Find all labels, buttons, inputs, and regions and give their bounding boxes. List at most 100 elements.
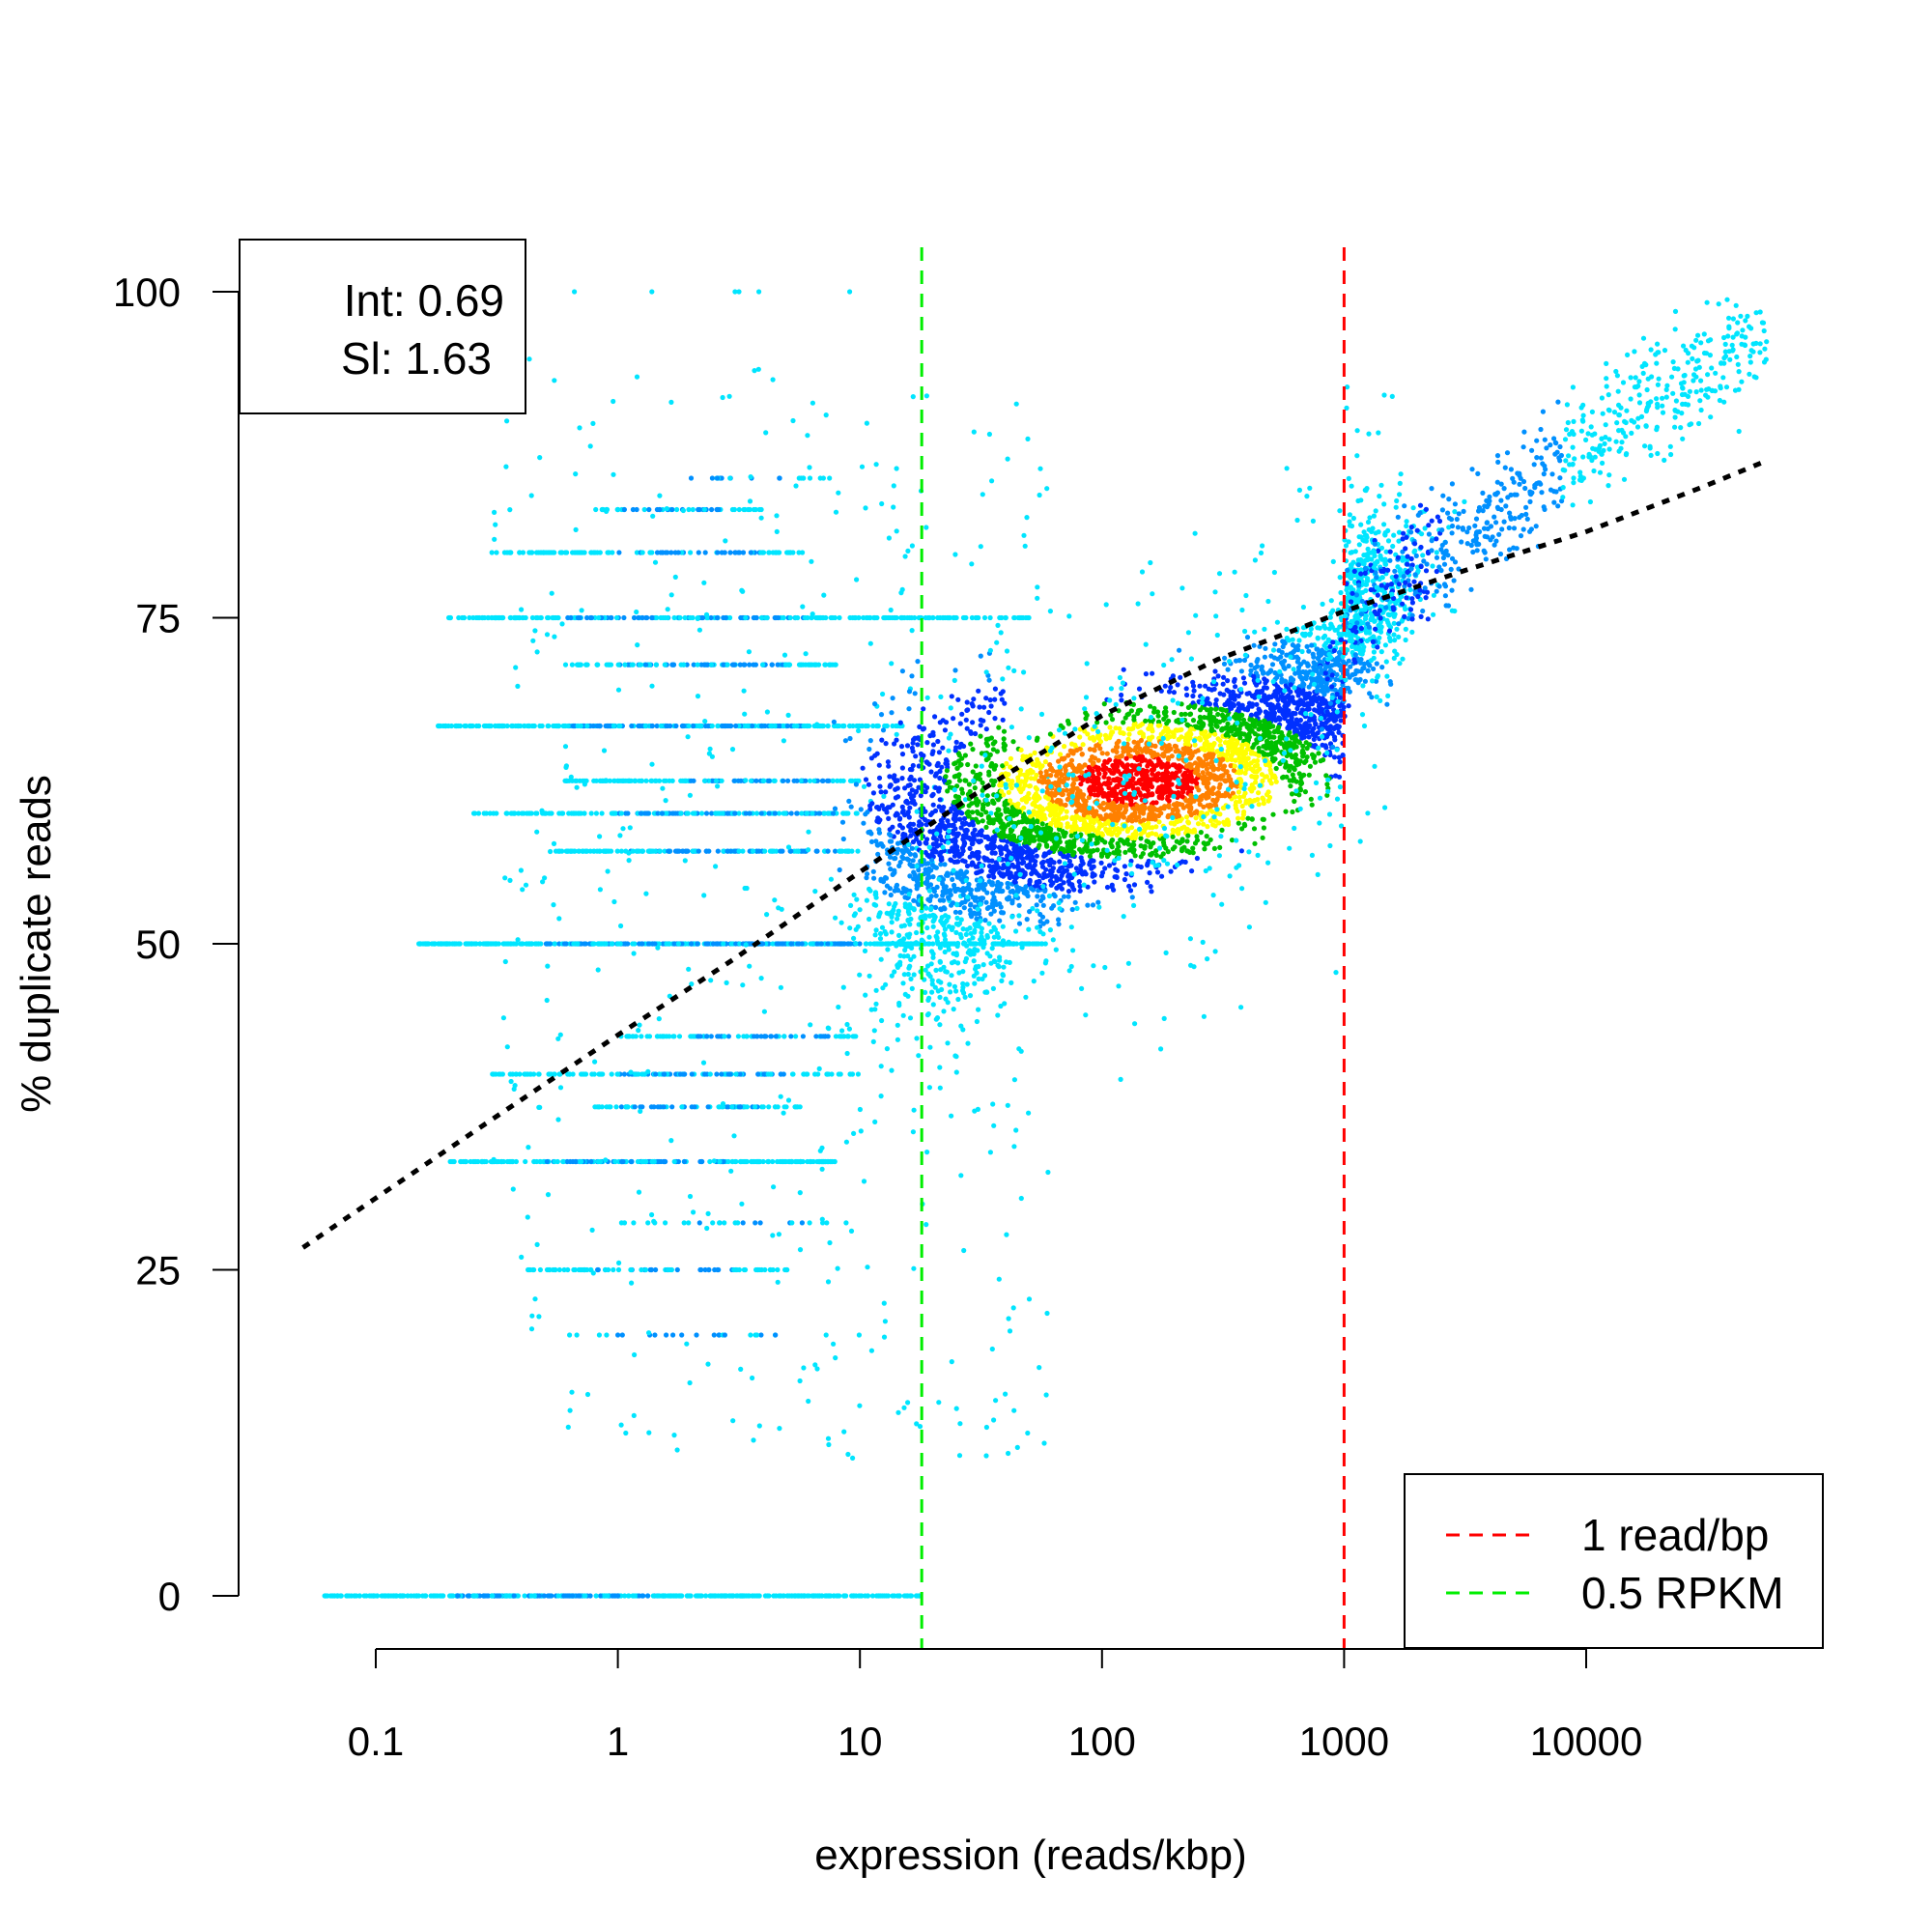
scatter-point bbox=[735, 1034, 742, 1039]
scatter-point bbox=[413, 1593, 419, 1599]
scatter-point bbox=[597, 887, 604, 893]
scatter-point bbox=[747, 498, 753, 504]
scatter-point bbox=[1005, 456, 1010, 462]
scatter-point bbox=[837, 614, 842, 621]
scatter-point bbox=[710, 1220, 716, 1226]
scatter-point bbox=[595, 1158, 601, 1165]
scatter-point bbox=[622, 1593, 628, 1599]
scatter-point bbox=[1026, 1296, 1033, 1302]
scatter-point bbox=[691, 848, 696, 854]
scatter-point bbox=[720, 394, 725, 401]
scatter-point bbox=[882, 1319, 889, 1324]
scatter-point bbox=[493, 723, 498, 729]
scatter-point bbox=[948, 705, 953, 711]
scatter-point bbox=[534, 1241, 540, 1247]
scatter-point bbox=[946, 748, 952, 753]
scatter-point bbox=[500, 1015, 507, 1021]
scatter-point bbox=[594, 662, 600, 668]
scatter-point bbox=[806, 829, 811, 835]
scatter-point bbox=[761, 1071, 767, 1077]
scatter-point bbox=[557, 550, 563, 555]
scatter-point bbox=[828, 614, 834, 621]
scatter-point bbox=[541, 1593, 548, 1599]
scatter-point bbox=[552, 614, 557, 621]
scatter-point bbox=[768, 1034, 774, 1039]
scatter-point bbox=[695, 694, 701, 699]
scatter-point bbox=[725, 1158, 731, 1165]
scatter-point bbox=[867, 941, 873, 947]
scatter-point bbox=[827, 475, 833, 481]
scatter-point bbox=[603, 1157, 609, 1163]
scatter-point bbox=[551, 1071, 557, 1077]
scatter-point bbox=[587, 1593, 593, 1599]
scatter-point bbox=[628, 1069, 634, 1075]
scatter-point bbox=[568, 774, 574, 781]
scatter-point bbox=[1076, 879, 1082, 885]
scatter-point bbox=[1126, 731, 1132, 737]
scatter-point bbox=[632, 1104, 638, 1110]
scatter-point bbox=[890, 1593, 895, 1599]
scatter-point bbox=[781, 738, 787, 744]
scatter-point bbox=[609, 1071, 614, 1077]
scatter-point bbox=[588, 550, 594, 555]
scatter-point bbox=[569, 1389, 575, 1395]
scatter-point bbox=[552, 634, 557, 639]
scatter-point bbox=[584, 614, 590, 621]
scatter-point bbox=[575, 723, 581, 729]
scatter-point bbox=[664, 506, 669, 512]
scatter-point bbox=[502, 941, 508, 947]
scatter-point bbox=[626, 858, 632, 864]
scatter-point bbox=[511, 810, 517, 816]
scatter-point bbox=[751, 506, 757, 513]
scatter-point bbox=[501, 550, 508, 555]
scatter-point bbox=[905, 548, 911, 554]
scatter-point bbox=[986, 772, 992, 778]
scatter-point bbox=[1204, 834, 1209, 839]
scatter-point bbox=[810, 941, 815, 947]
scatter-point bbox=[843, 1220, 849, 1226]
scatter-point bbox=[567, 1332, 573, 1338]
scatter-point bbox=[611, 1266, 616, 1273]
scatter-point bbox=[695, 941, 700, 947]
scatter-point bbox=[878, 712, 885, 718]
scatter-point bbox=[982, 918, 988, 923]
scatter-point bbox=[1018, 1195, 1024, 1202]
scatter-point bbox=[799, 941, 805, 947]
scatter-point bbox=[894, 466, 899, 471]
scatter-point bbox=[601, 748, 608, 753]
scatter-point bbox=[696, 1034, 701, 1039]
scatter-point bbox=[681, 1220, 687, 1226]
scatter-point bbox=[880, 691, 886, 697]
scatter-point bbox=[763, 430, 769, 436]
scatter-point bbox=[507, 507, 513, 513]
scatter-point bbox=[817, 475, 823, 481]
scatter-point bbox=[770, 550, 776, 555]
scatter-point bbox=[995, 962, 1001, 968]
scatter-point bbox=[1385, 538, 1392, 544]
scatter-point bbox=[529, 550, 535, 555]
scatter-point bbox=[1394, 497, 1400, 504]
scatter-point bbox=[787, 614, 793, 621]
scatter-point bbox=[654, 1593, 660, 1599]
scatter-point bbox=[952, 668, 958, 673]
scatter-point bbox=[649, 723, 655, 729]
scatter-point bbox=[972, 785, 978, 791]
scatter-point bbox=[704, 1034, 710, 1039]
scatter-point bbox=[901, 1405, 907, 1410]
scatter-point bbox=[885, 941, 892, 947]
scatter-point bbox=[899, 586, 905, 593]
scatter-point bbox=[606, 662, 611, 668]
scatter-point bbox=[565, 614, 571, 621]
scatter-point bbox=[608, 1104, 613, 1110]
scatter-point bbox=[487, 810, 493, 816]
scatter-point bbox=[790, 417, 796, 424]
scatter-point bbox=[546, 1071, 552, 1077]
scatter-point bbox=[639, 1158, 645, 1165]
scatter-point bbox=[653, 662, 660, 668]
scatter-point bbox=[738, 1366, 744, 1372]
scatter-point bbox=[572, 848, 578, 854]
scatter-point bbox=[473, 1158, 479, 1165]
scatter-point bbox=[895, 1593, 900, 1599]
scatter-point bbox=[408, 1593, 414, 1599]
scatter-point bbox=[799, 810, 805, 816]
